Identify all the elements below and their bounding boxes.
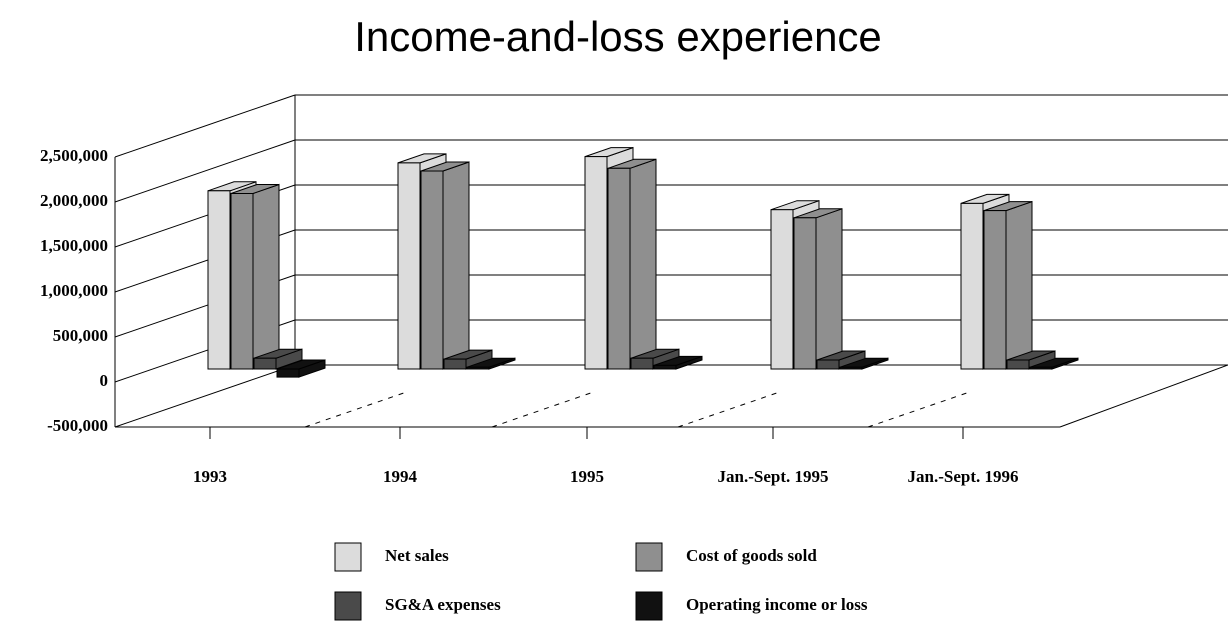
y-tick-label: 2,000,000 [40,191,108,210]
bar-front [253,357,277,370]
y-tick-label: 500,000 [53,326,108,345]
bar-front [584,156,608,370]
bar [983,200,1033,370]
legend-swatch [334,591,362,621]
y-tick-label: 0 [100,371,109,390]
bar [276,359,326,378]
grid-line [114,139,296,203]
bar [1006,350,1056,370]
bar [1029,357,1079,370]
legend-swatch [635,591,663,621]
x-tick-label: Jan.-Sept. 1996 [908,467,1019,486]
floor-divider [491,392,592,428]
bar-front [960,202,984,370]
bar-side [442,161,470,370]
legend-swatch [334,542,362,572]
grid-line [114,364,296,428]
bar [466,357,516,370]
bar-front [1029,366,1053,370]
bar [653,355,703,370]
bar-front [630,357,654,370]
floor-divider [867,392,968,428]
bar-side [815,208,843,370]
bar-front [793,217,817,370]
y-tick-label: -500,000 [47,416,108,435]
bar [420,161,470,370]
legend-label: Operating income or loss [686,595,868,614]
bar-front [420,170,444,370]
bar-front [983,210,1007,370]
bar-front [397,162,421,370]
bar-front [466,366,490,370]
bar-front [230,193,254,370]
bar-side [252,183,280,370]
chart-title: Income-and-loss experience [354,13,882,60]
bar-front [443,358,467,370]
bar-front [276,368,300,378]
legend-label: SG&A expenses [385,595,501,614]
x-tick-label: 1993 [193,467,227,486]
bar-side [1005,200,1033,370]
x-tick-label: 1995 [570,467,604,486]
y-tick-label: 1,000,000 [40,281,108,300]
floor-divider [677,392,778,428]
bar-front [770,209,794,370]
bar [253,348,303,370]
bar-front [653,364,677,370]
bar [839,357,889,370]
legend-swatch [635,542,663,572]
x-tick-label: 1994 [383,467,418,486]
y-tick-label: 1,500,000 [40,236,108,255]
bar-front [839,366,863,370]
grid-line [114,94,296,158]
bar-front [816,359,840,370]
bar [607,158,657,370]
x-tick-label: Jan.-Sept. 1995 [718,467,829,486]
bar-front [207,190,231,370]
bar-side [629,158,657,370]
bar [443,349,493,370]
bar [793,208,843,370]
bar-front [1006,359,1030,370]
floor-divider [304,392,405,428]
legend-label: Cost of goods sold [686,546,817,565]
floor-edge [1059,364,1228,428]
bar-front [607,167,631,370]
y-tick-label: 2,500,000 [40,146,108,165]
legend-label: Net sales [385,546,449,565]
bar [230,183,280,370]
